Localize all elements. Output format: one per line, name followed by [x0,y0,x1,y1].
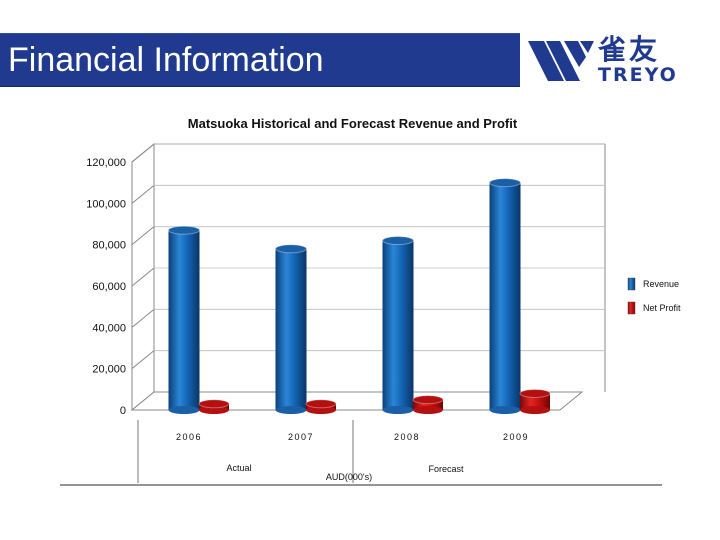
gridline-side [131,267,155,287]
bar-revenue-cap [275,244,307,254]
x-axis-labels: 2006 2007 2008 2009 [60,420,662,486]
bar-revenue [168,225,200,414]
bar-net-profit-base [413,406,443,414]
bar-revenue-base [168,406,200,414]
bar-revenue-base [275,406,307,414]
bar-revenue-cap [489,178,521,188]
chart-legend: Revenue Net Profit [627,277,681,315]
gridline-side [131,350,155,370]
bar-net-profit-base [306,406,336,414]
x-tick-label: 2009 [503,432,529,442]
x-tick-label: 2006 [176,432,202,442]
bar-revenue-cap [382,236,414,246]
y-tick-label: 40,000 [92,322,126,334]
chart-annotation: Forecast [428,464,464,474]
bar-net-profit-body [413,399,443,410]
gridline-side [131,226,155,246]
bar-net-profit [519,388,551,414]
chart-walls [130,142,606,412]
bar-revenue-body [489,182,521,410]
bar-net-profit-base [520,406,550,414]
bar-revenue [489,178,521,414]
bar-revenue [275,244,307,414]
x-tick-label: 2007 [288,432,314,442]
legend-label: Revenue [643,279,679,289]
legend-item: Net Profit [627,301,681,315]
bar-net-profit [412,395,444,414]
gridline-side [131,184,155,204]
y-tick-label: 100,000 [86,198,126,210]
page-title: Financial Information [8,41,324,79]
bar-net-profit [305,399,337,414]
logo-chinese-name: 雀友 [598,33,661,66]
bar-revenue-base [382,406,414,414]
logo-english-name: TREYO [598,64,678,86]
bar-revenue-cap [168,225,200,235]
chart-annotation: Actual [226,463,251,473]
legend-swatch [627,301,636,315]
header-bar: Financial Information [0,33,520,87]
chart-title: Matsuoka Historical and Forecast Revenue… [187,116,518,131]
y-tick-label: 0 [120,405,126,417]
legend-swatch [627,277,636,291]
bar-revenue-body [168,230,200,410]
legend-item: Revenue [627,277,679,291]
chart-annotation: AUD(000's) [326,472,372,482]
bar-revenue-body [275,248,307,410]
gridline-side [131,308,155,328]
bar-revenue-body [382,240,414,410]
x-tick-label: 2008 [394,432,420,442]
bar-revenue [382,236,414,414]
chart-bars [168,178,551,414]
chart-annotations: Actual AUD(000's) Forecast [226,463,464,482]
bar-revenue-base [489,406,521,414]
y-tick-label: 80,000 [92,240,126,252]
bar-net-profit-cap [412,395,444,405]
chart-gridlines [131,143,605,370]
gridline-side [131,143,155,163]
bar-net-profit-base [199,406,229,414]
bar-net-profit-cap [305,399,337,409]
treyo-logo-icon [528,41,594,81]
y-axis-ticks: 0 20,000 40,000 60,000 80,000 100,000 120,000 [86,157,126,417]
bar-net-profit-cap [519,388,551,398]
y-tick-label: 60,000 [92,281,126,293]
bar-net-profit-cap [198,399,230,409]
y-tick-label: 120,000 [86,157,126,169]
y-tick-label: 20,000 [92,364,126,376]
legend-label: Net Profit [643,303,681,313]
bar-net-profit [198,399,230,414]
bar-net-profit-body [520,393,550,410]
